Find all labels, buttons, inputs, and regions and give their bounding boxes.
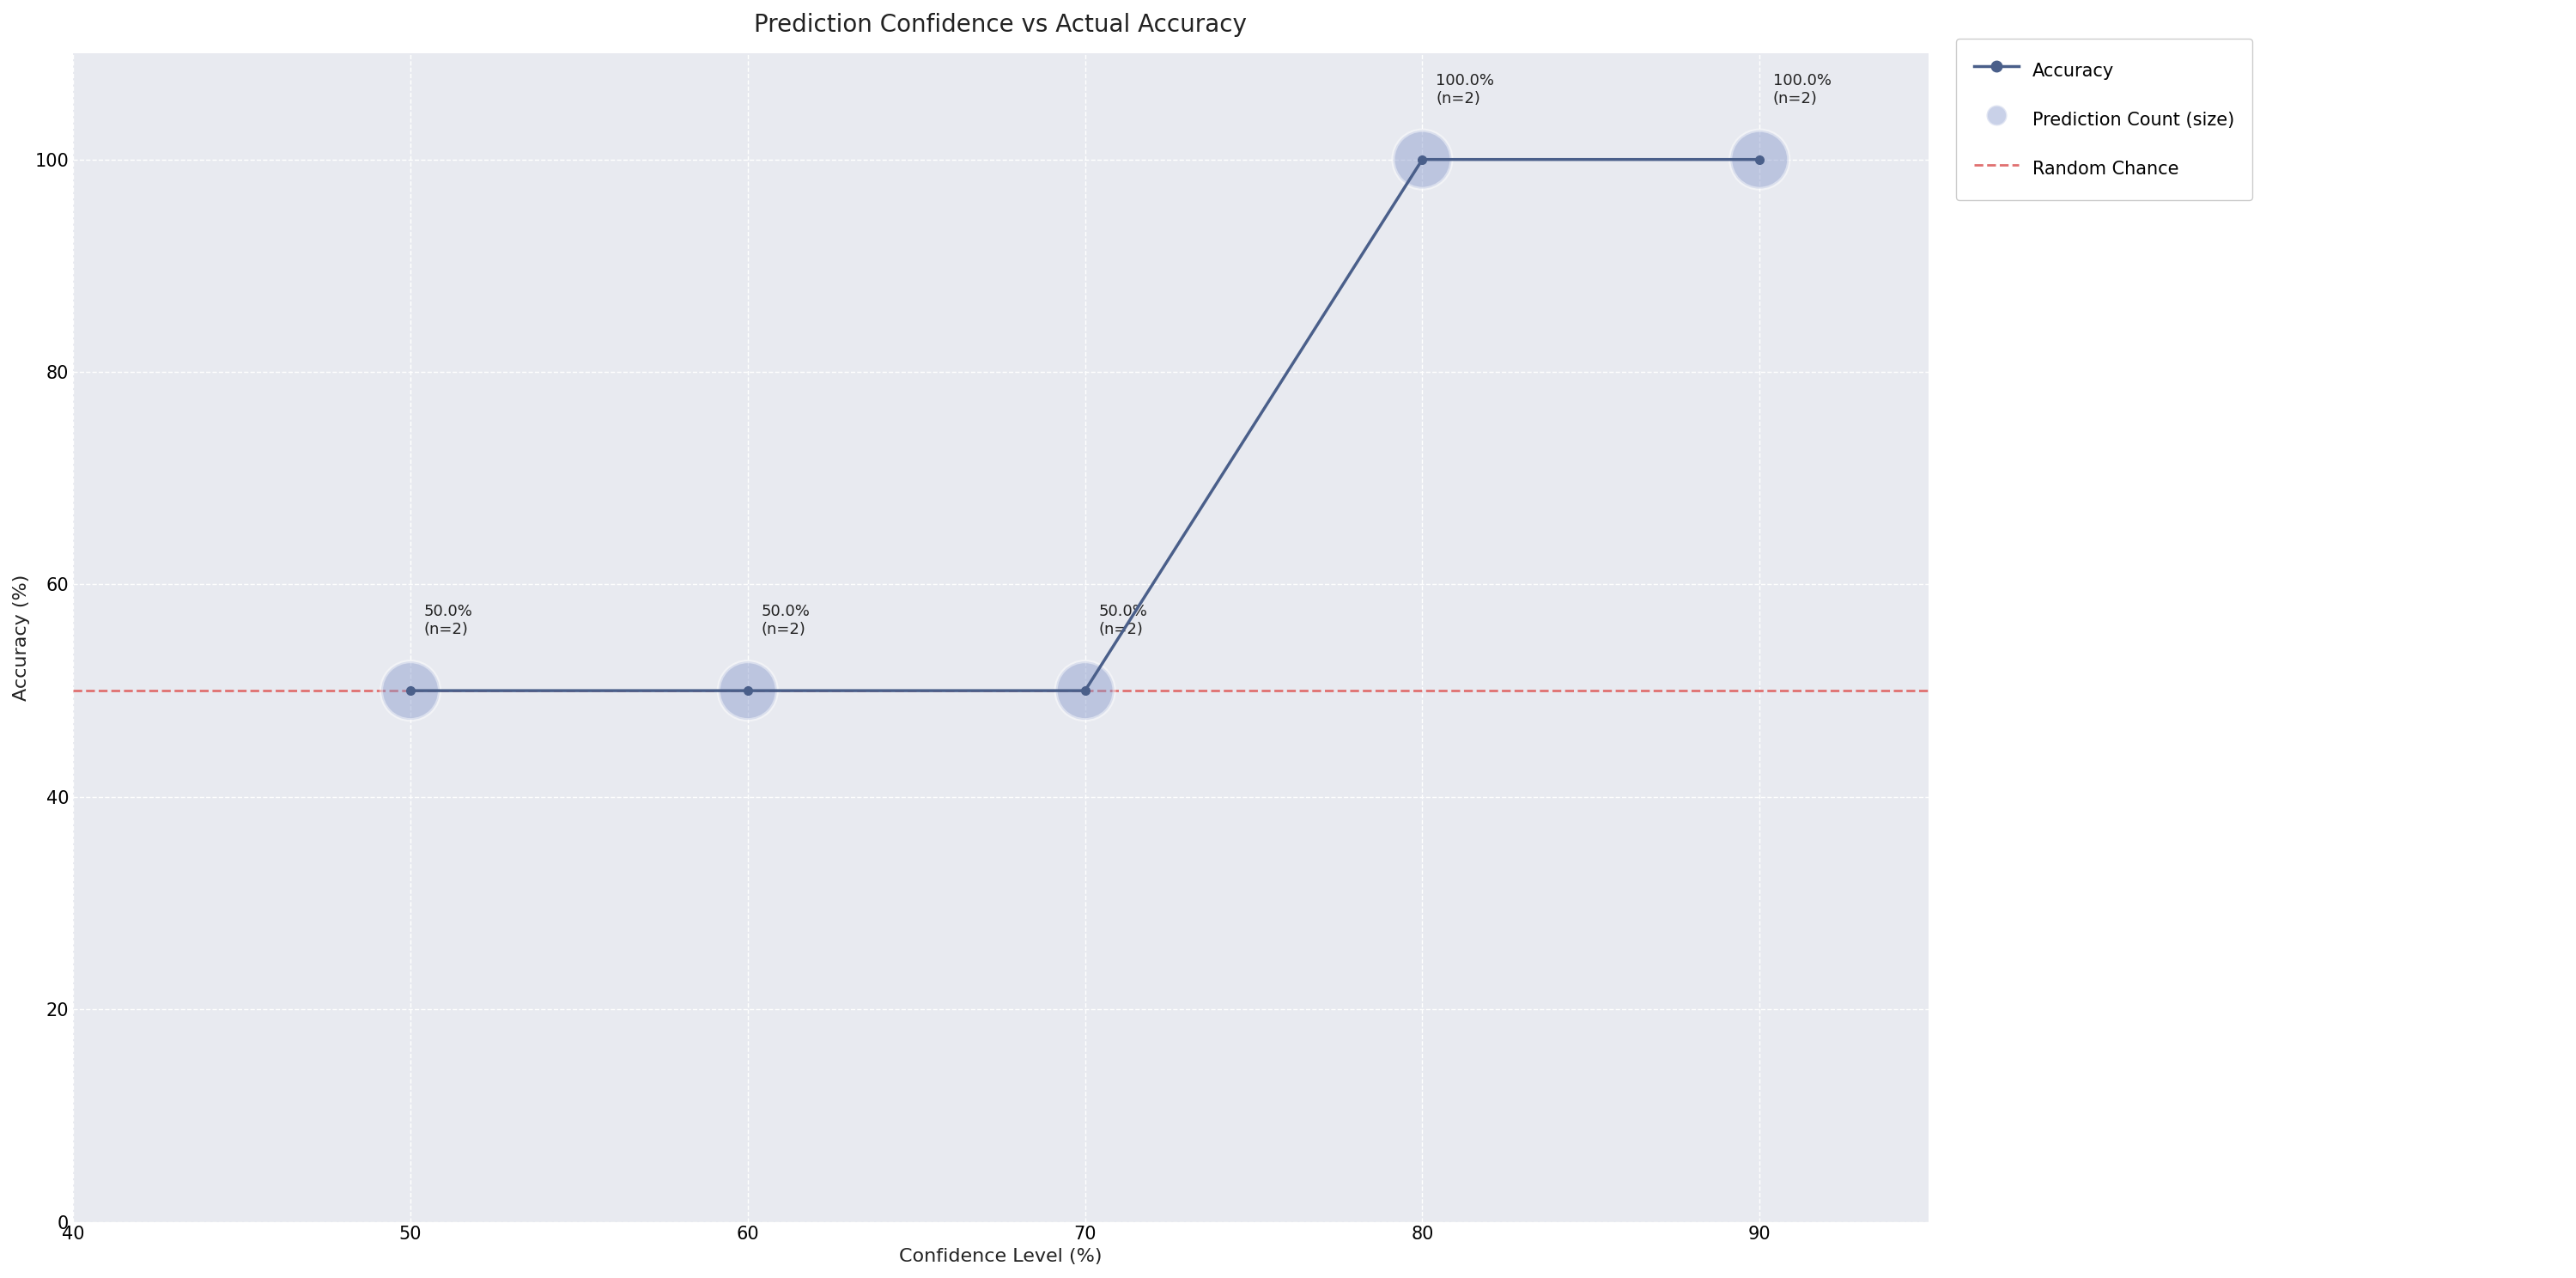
Point: [389, 680, 430, 700]
Point: [1739, 150, 1780, 170]
Title: Prediction Confidence vs Actual Accuracy: Prediction Confidence vs Actual Accuracy: [755, 13, 1247, 37]
Text: 50.0%
(n=2): 50.0% (n=2): [762, 604, 809, 638]
Y-axis label: Accuracy (%): Accuracy (%): [13, 574, 31, 700]
Text: 50.0%
(n=2): 50.0% (n=2): [425, 604, 474, 638]
Point: [1064, 680, 1105, 700]
Text: 50.0%
(n=2): 50.0% (n=2): [1097, 604, 1146, 638]
Text: 100.0%
(n=2): 100.0% (n=2): [1435, 73, 1494, 106]
Point: [726, 680, 768, 700]
X-axis label: Confidence Level (%): Confidence Level (%): [899, 1247, 1103, 1265]
Text: 100.0%
(n=2): 100.0% (n=2): [1772, 73, 1832, 106]
Point: [1401, 150, 1443, 170]
Legend: Accuracy, Prediction Count (size), Random Chance: Accuracy, Prediction Count (size), Rando…: [1955, 38, 2251, 201]
